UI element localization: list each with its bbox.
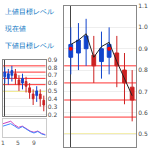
svg-text:5: 5 <box>16 139 20 146</box>
svg-text:0.8: 0.8 <box>138 66 148 73</box>
svg-text:1.1: 1.1 <box>138 2 148 9</box>
svg-text:0.2: 0.2 <box>48 111 58 118</box>
svg-text:1: 1 <box>1 139 5 146</box>
svg-text:0.5: 0.5 <box>138 130 148 137</box>
svg-text:0.6: 0.6 <box>48 79 58 86</box>
svg-text:0.3: 0.3 <box>48 103 58 110</box>
svg-text:0.7: 0.7 <box>48 71 58 78</box>
svg-text:下値目標レベル: 下値目標レベル <box>5 42 54 50</box>
svg-text:現在値: 現在値 <box>5 25 26 33</box>
svg-text:0.7: 0.7 <box>138 88 148 95</box>
svg-text:1.0: 1.0 <box>138 23 148 30</box>
svg-text:0.4: 0.4 <box>48 95 58 102</box>
svg-text:0.6: 0.6 <box>138 109 148 116</box>
svg-text:9: 9 <box>32 139 36 146</box>
svg-text:0.5: 0.5 <box>48 87 58 94</box>
svg-text:0.8: 0.8 <box>48 64 58 71</box>
svg-text:0.9: 0.9 <box>138 45 148 52</box>
svg-text:上値目標レベル: 上値目標レベル <box>5 8 54 16</box>
svg-text:0.9: 0.9 <box>48 56 58 63</box>
